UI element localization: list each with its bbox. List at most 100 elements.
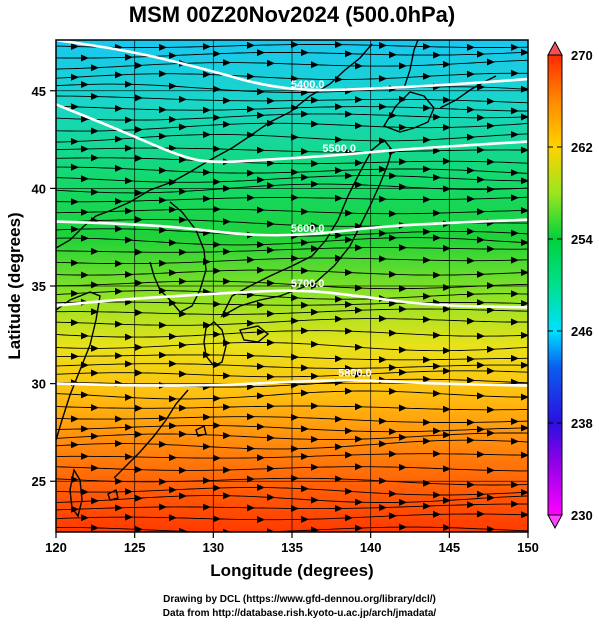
streamline-arrow [433,427,441,435]
streamline-arrow [159,226,167,234]
streamline-arrow [169,360,177,368]
streamline-arrow [115,260,123,268]
streamline-arrow [71,198,79,206]
streamline-arrow [467,167,475,175]
streamline-arrow [135,279,143,287]
streamline-arrow [467,257,475,265]
streamline-arrow [301,453,309,461]
streamline-arrow [311,245,319,253]
streamline-arrow [135,525,143,532]
streamline-arrow [345,514,353,522]
streamline-arrow [159,478,167,486]
streamline-arrow [135,404,143,412]
streamline-arrow [511,107,519,115]
streamline-arrow [521,488,528,496]
streamline-arrow [91,154,99,162]
y-tick-label-30: 30 [32,377,46,392]
streamline-arrow [267,402,275,410]
streamline-arrow [423,356,431,364]
streamline-arrow [443,305,451,313]
streamline-arrow [521,299,528,307]
streamline-arrow [355,371,363,379]
streamline-arrow [169,395,177,403]
streamline-arrow [71,352,79,360]
streamline-arrow [247,445,255,453]
streamline-arrow [257,423,265,431]
streamline-arrow [511,481,519,489]
streamline-arrow [423,316,431,324]
streamline-arrow [81,234,89,242]
streamline-arrow [443,431,451,439]
streamline-arrow [291,168,299,176]
streamline-arrow [71,505,79,513]
streamline-arrow [81,332,89,340]
streamline-arrow [477,425,485,433]
streamline-arrow [355,122,363,130]
streamline-arrow [203,168,211,176]
streamline-arrow [345,236,353,244]
colorbar-label-270: 270 [571,48,593,63]
streamline-arrow [423,228,431,236]
coastline-china-east [56,291,101,441]
streamline-arrow [521,239,528,247]
streamline-arrow [345,451,353,459]
credit-line-data: Data from http://database.rish.kyoto-u.a… [162,608,437,619]
streamline-arrow [467,317,475,325]
y-tick-label-25: 25 [32,474,46,489]
streamline-arrow [91,127,99,135]
streamline-arrow [301,173,309,181]
streamline-arrow [91,432,99,440]
x-axis-label: Longitude (degrees) [210,561,373,580]
streamline-arrow [257,516,265,524]
streamline-arrow [179,123,187,131]
streamline-arrow [257,176,265,184]
streamline-arrow [257,49,265,57]
streamline-arrow [213,330,221,338]
streamline-arrow [423,502,431,510]
streamline-arrow [115,71,123,79]
streamline-arrow [355,343,363,351]
streamline-arrow [311,61,319,69]
streamline-arrow [267,339,275,347]
streamline-arrow [71,138,79,146]
streamline-arrow [355,524,363,532]
streamline-arrow [213,205,221,213]
streamline-arrow [223,466,231,474]
streamline-arrow [267,246,275,254]
streamline-arrow [467,70,475,78]
streamline-arrow [169,239,177,247]
streamline-arrow [267,434,275,442]
streamline-arrow [345,487,353,495]
streamline-arrow [267,310,275,318]
streamline-arrow [335,505,343,513]
streamline-arrow [257,392,265,400]
streamline-arrow [135,216,143,224]
colorbar-label-246: 246 [571,324,593,339]
streamline-arrow [487,122,495,130]
streamline-arrow [521,511,528,519]
y-axis-label: Latitude (degrees) [5,212,24,359]
streamline-arrow [511,256,519,264]
streamline-arrow [115,504,123,512]
streamline-arrow [335,194,343,202]
streamline-arrow [467,436,475,444]
streamline-arrow [389,51,397,59]
streamline-arrow [511,417,519,425]
streamline-arrow [433,147,441,155]
streamline-arrow [125,53,133,61]
streamline-arrow [467,133,475,141]
streamline-arrow [511,194,519,202]
streamline-arrow [477,361,485,369]
streamline-arrow [135,94,143,102]
streamline-arrow [399,346,407,354]
streamline-arrow [247,256,255,264]
streamline-arrow [203,131,211,139]
streamline-arrow [81,115,89,123]
streamline-arrow [71,259,79,267]
streamline-arrow [159,70,167,78]
streamline-arrow [467,418,475,426]
streamline-arrow [115,197,123,205]
streamline-arrow [335,295,343,303]
streamline-arrow [267,159,275,167]
